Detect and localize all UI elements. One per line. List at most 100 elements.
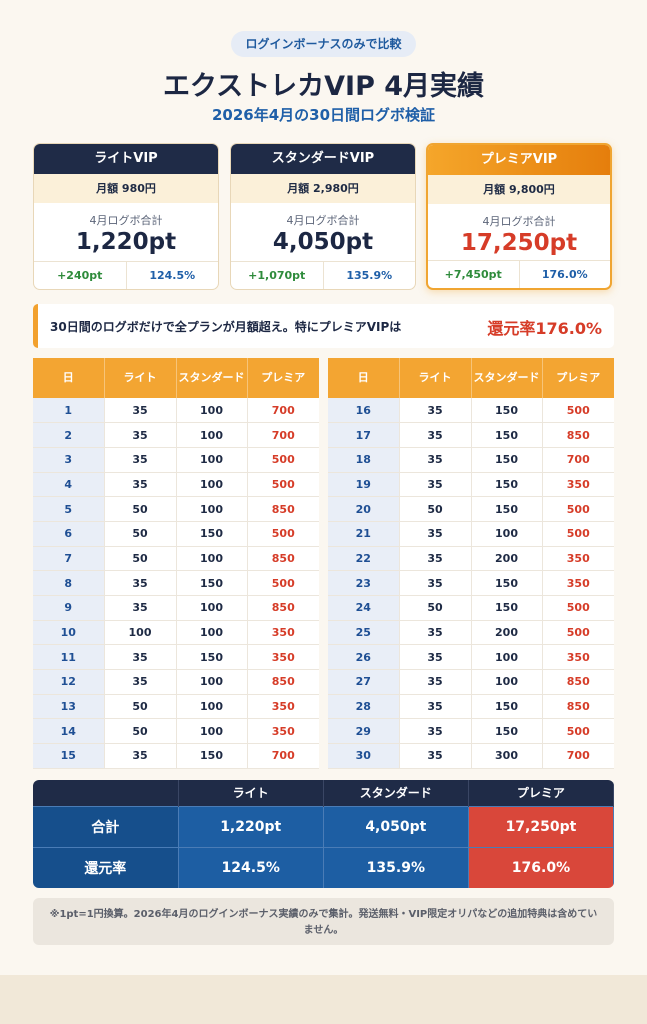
table-row: 27 35 100 850 — [328, 669, 614, 695]
col-header-standard: スタンダード — [176, 358, 248, 398]
table-row: 18 35 150 700 — [328, 447, 614, 473]
notice-emphasis: 還元率176.0% — [487, 319, 602, 338]
table-row: 5 50 100 850 — [33, 496, 319, 522]
premium-cell: 850 — [247, 669, 319, 695]
plan-price: 月額 980円 — [34, 174, 218, 203]
table-row: 23 35 150 350 — [328, 570, 614, 596]
standard-cell: 100 — [176, 472, 248, 498]
day-cell: 22 — [328, 546, 400, 572]
light-cell: 50 — [104, 521, 177, 547]
light-cell: 35 — [399, 570, 472, 596]
day-cell: 15 — [33, 743, 105, 769]
standard-cell: 150 — [176, 743, 248, 769]
standard-cell: 100 — [176, 422, 248, 448]
plan-gain: +1,070pt — [231, 262, 324, 289]
standard-cell: 150 — [471, 718, 543, 745]
summary-header-light: ライト — [178, 780, 324, 806]
premium-cell: 500 — [542, 718, 614, 745]
table-row: 15 35 150 700 — [33, 743, 319, 769]
page-subtitle: 2026年4月の30日間ログボ検証 — [211, 106, 436, 124]
day-cell: 14 — [33, 718, 105, 745]
table-row: 6 50 150 500 — [33, 521, 319, 547]
table-row: 17 35 150 850 — [328, 422, 614, 448]
plan-name: プレミアVIP — [428, 145, 610, 175]
table-row: 3 35 100 500 — [33, 447, 319, 473]
day-cell: 29 — [328, 718, 400, 745]
day-cell: 20 — [328, 496, 400, 522]
light-cell: 50 — [399, 496, 472, 522]
summary-cell: 4,050pt — [323, 805, 469, 847]
table-row: 21 35 100 500 — [328, 521, 614, 547]
premium-cell: 850 — [542, 694, 614, 720]
premium-cell: 350 — [247, 644, 319, 671]
day-cell: 18 — [328, 447, 400, 473]
premium-cell: 350 — [542, 644, 614, 671]
plan-name: スタンダードVIP — [231, 144, 415, 174]
summary-cell: 124.5% — [178, 846, 324, 888]
summary-header-premium: プレミア — [468, 780, 614, 806]
premium-cell: 700 — [247, 422, 319, 448]
day-cell: 30 — [328, 743, 400, 769]
plan-card-light: ライトVIP 月額 980円 4月ログボ合計 1,220pt +240pt 12… — [33, 143, 219, 290]
light-cell: 35 — [399, 472, 472, 498]
day-cell: 8 — [33, 570, 105, 596]
day-cell: 25 — [328, 620, 400, 646]
plan-gain: +240pt — [34, 262, 127, 289]
standard-cell: 100 — [176, 718, 248, 745]
standard-cell: 100 — [176, 546, 248, 572]
day-cell: 17 — [328, 422, 400, 448]
light-cell: 50 — [399, 595, 472, 621]
light-cell: 35 — [399, 743, 472, 769]
standard-cell: 150 — [471, 472, 543, 498]
col-header-premium: プレミア — [247, 358, 319, 398]
premium-cell: 500 — [247, 570, 319, 596]
premium-cell: 850 — [247, 496, 319, 522]
col-header-day: 日 — [328, 358, 400, 398]
light-cell: 35 — [104, 472, 177, 498]
footnote: ※1pt=1円換算。2026年4月のログインボーナス実績のみで集計。発送無料・V… — [33, 898, 614, 945]
light-cell: 35 — [399, 447, 472, 473]
premium-cell: 350 — [542, 546, 614, 572]
table-row: 4 35 100 500 — [33, 472, 319, 498]
standard-cell: 150 — [471, 447, 543, 473]
standard-cell: 150 — [471, 398, 543, 424]
day-cell: 28 — [328, 694, 400, 720]
light-cell: 35 — [104, 743, 177, 769]
day-cell: 3 — [33, 447, 105, 473]
notice-message: 30日間のログボだけで全プランが月額超え。特にプレミアVIPは — [50, 320, 402, 334]
page-title: エクストレカVIP 4月実績 — [162, 71, 485, 102]
summary-row-label: 合計 — [33, 805, 179, 847]
standard-cell: 150 — [471, 570, 543, 596]
premium-cell: 500 — [542, 521, 614, 547]
footer-band — [0, 975, 647, 1024]
plan-rate: 176.0% — [541, 268, 588, 281]
day-cell: 10 — [33, 620, 105, 646]
light-cell: 50 — [104, 694, 177, 720]
col-header-light: ライト — [104, 358, 177, 398]
light-cell: 35 — [399, 398, 472, 424]
col-header-day: 日 — [33, 358, 105, 398]
highlight-notice: 30日間のログボだけで全プランが月額超え。特にプレミアVIPは 還元率176.0… — [33, 304, 614, 348]
premium-cell: 500 — [542, 398, 614, 424]
plan-rate: 124.5% — [149, 269, 196, 282]
light-cell: 35 — [104, 595, 177, 621]
premium-cell: 700 — [247, 743, 319, 769]
light-cell: 50 — [104, 496, 177, 522]
plan-stats: +7,450pt 176.0% — [428, 260, 610, 288]
standard-cell: 100 — [471, 669, 543, 695]
day-cell: 5 — [33, 496, 105, 522]
light-cell: 35 — [104, 398, 177, 424]
plan-gain: +7,450pt — [428, 261, 520, 288]
day-cell: 9 — [33, 595, 105, 621]
summary-header-standard: スタンダード — [323, 780, 469, 806]
standard-cell: 150 — [176, 570, 248, 596]
plan-total-label: 4月ログボ合計 — [482, 215, 556, 228]
premium-cell: 500 — [247, 447, 319, 473]
summary-table: ライト スタンダード プレミア 合計 1,220pt 4,050pt 17,25… — [33, 780, 614, 888]
col-header-standard: スタンダード — [471, 358, 543, 398]
light-cell: 100 — [104, 620, 177, 646]
premium-cell: 700 — [247, 398, 319, 424]
day-cell: 13 — [33, 694, 105, 720]
plan-total-label: 4月ログボ合計 — [286, 214, 360, 227]
plan-price: 月額 2,980円 — [231, 174, 415, 203]
